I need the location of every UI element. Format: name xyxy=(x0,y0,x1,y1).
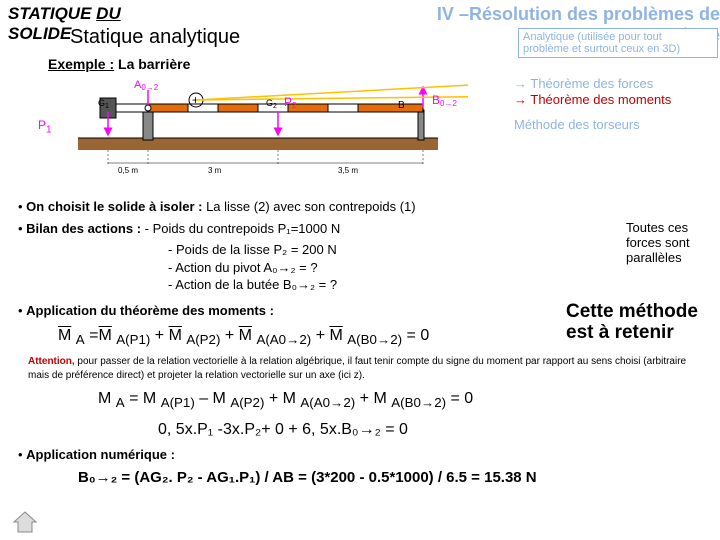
label-p1: P1 xyxy=(38,118,52,135)
method-forces: → Théorème des forces xyxy=(514,76,714,91)
label-b: B xyxy=(398,100,405,111)
exemple-text: La barrière xyxy=(118,56,190,72)
pivot-post xyxy=(143,110,153,140)
dim-1: 0,5 m xyxy=(118,166,138,175)
statique-word: STATIQUE xyxy=(8,4,91,23)
end-post xyxy=(418,110,424,140)
dim-3: 3,5 m xyxy=(338,166,358,175)
method-moments: → Théorème des moments xyxy=(514,92,714,107)
page-subtitle: Statique analytique xyxy=(70,26,240,49)
label-a02: A0→2 xyxy=(134,79,159,92)
method-list: → Théorème des forces → Théorème des mom… xyxy=(514,76,714,133)
home-icon[interactable] xyxy=(10,508,40,534)
diagram-svg: + A0→2 G1 G2 P2 B B0→2 0,5 m 3 m 3,5 m xyxy=(48,78,468,188)
bullet-choisit: • On choisit le solide à isoler : La lis… xyxy=(18,198,708,216)
bilan-line4: - Action de la butée B₀→₂ = ? xyxy=(168,276,708,294)
formula-algebraic1: M A = M A(P1) – M A(P2) + M A(A0→2) + M … xyxy=(98,388,708,412)
box-line1: Analytique (utilisée pour tout xyxy=(523,31,662,43)
du-word: DU xyxy=(96,4,121,23)
bullet-appli-num: • Application numérique : xyxy=(18,446,708,464)
cette-methode-note: Cette méthode est à retenir xyxy=(566,302,716,344)
attention-note: Attention, pour passer de la relation ve… xyxy=(28,355,698,382)
label-p2: P2 xyxy=(284,95,297,110)
label-b02: B0→2 xyxy=(432,93,457,108)
ground-rect xyxy=(78,138,438,150)
section-title-line1: IV –Résolution des problèmes de xyxy=(437,4,720,24)
header-left: STATIQUE DU SOLIDE xyxy=(8,4,121,24)
exemple-label: Exemple : La barrière xyxy=(48,56,190,72)
numeric-result: B₀→₂ = (AG₂. P₂ - AG₁.P₁) / AB = (3*200 … xyxy=(78,468,708,488)
dim-2: 3 m xyxy=(208,166,222,175)
exemple-underline: Exemple : xyxy=(48,56,114,72)
solide-word: SOLIDE xyxy=(8,24,71,44)
formula-algebraic2: 0, 5x.P₁ -3x.P₂+ 0 + 6, 5x.B₀→₂ = 0 xyxy=(158,419,708,441)
bullet-bilan: • Bilan des actions : - Poids du contrep… xyxy=(18,220,708,238)
parallel-forces-note: Toutes ces forces sont parallèles xyxy=(626,220,716,265)
method-torseurs: Méthode des torseurs xyxy=(514,117,714,132)
barrier-diagram: + A0→2 G1 G2 P2 B B0→2 0,5 m 3 m 3,5 m P… xyxy=(48,78,468,188)
box-line2: problème et surtout ceux en 3D) xyxy=(523,43,680,55)
analytique-note-box: Analytique (utilisée pour tout problème … xyxy=(518,28,718,58)
